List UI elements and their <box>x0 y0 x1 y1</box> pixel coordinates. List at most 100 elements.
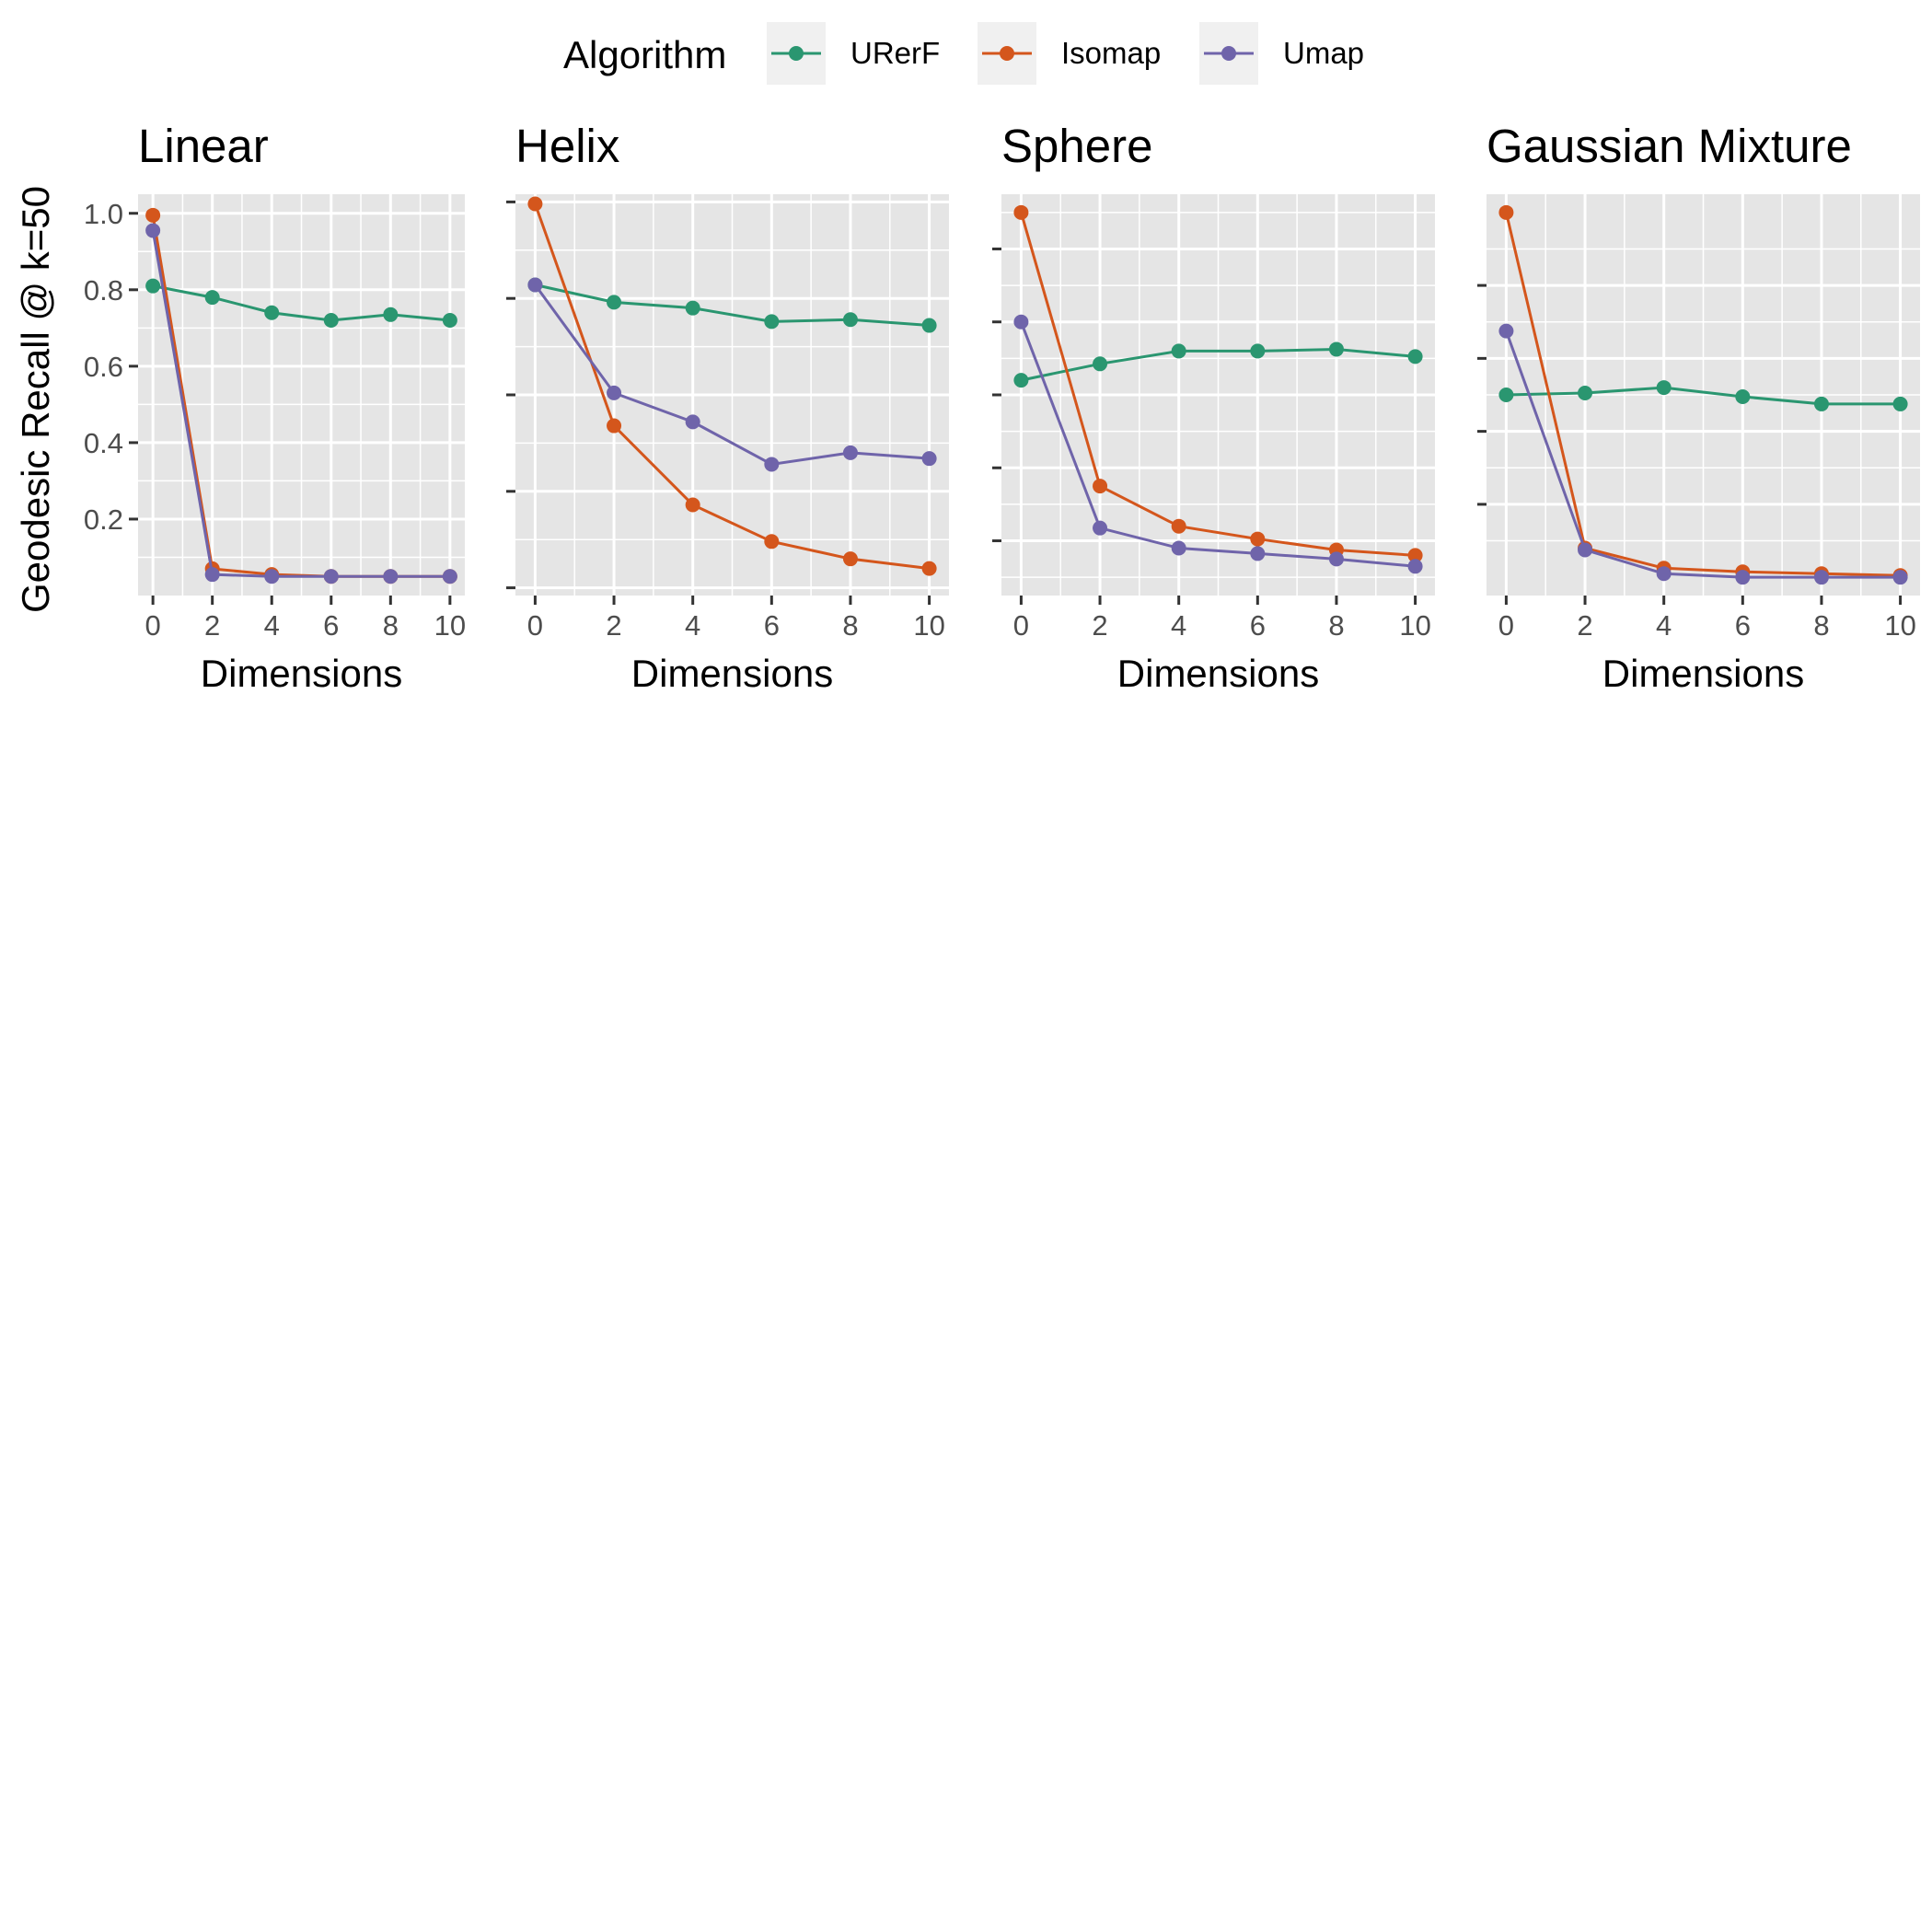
x-tick-label: 10 <box>1399 609 1430 642</box>
data-point <box>1328 551 1344 567</box>
x-tick-label: 0 <box>1013 609 1029 642</box>
data-point <box>764 457 780 472</box>
data-point <box>1013 373 1029 388</box>
data-point <box>1250 546 1266 561</box>
series-line <box>535 283 930 328</box>
data-point <box>1498 388 1514 402</box>
series-line <box>1020 321 1416 568</box>
panel-linear: 0.2 0.4 0.6 0.8 1.0 0 2 4 6 8 10 Linear Dimensions <box>84 120 466 695</box>
x-axis-label: Dimensions <box>631 652 833 695</box>
legend-label: Isomap <box>1061 36 1161 70</box>
x-tick-label: 10 <box>913 609 944 642</box>
data-point <box>1013 204 1029 220</box>
data-point <box>1250 531 1266 547</box>
data-point <box>1735 570 1751 585</box>
data-point <box>1093 356 1108 372</box>
data-point <box>1813 396 1829 411</box>
x-tick-label: 2 <box>1092 609 1107 642</box>
legend-item-isomap: Isomap <box>978 22 1161 85</box>
data-point <box>1250 343 1266 359</box>
legend: Algorithm URerF Isomap Umap <box>563 22 1364 85</box>
data-point <box>442 569 457 584</box>
data-point <box>1735 388 1751 404</box>
series-line <box>534 283 930 467</box>
data-point <box>1407 548 1423 563</box>
data-point <box>1656 566 1672 582</box>
panel-title: Helix <box>515 120 619 172</box>
series-line <box>1021 347 1416 382</box>
data-point <box>527 277 543 293</box>
data-point <box>842 551 858 567</box>
x-tick-label: 4 <box>1656 609 1672 642</box>
series-line <box>1019 212 1416 557</box>
series-umap <box>1498 323 1908 585</box>
data-point <box>527 196 543 212</box>
x-axis-label: Dimensions <box>201 652 402 695</box>
legend-key-point <box>1221 46 1236 61</box>
x-tick-label: 8 <box>1813 609 1829 642</box>
x-tick-label: 4 <box>1171 609 1186 642</box>
data-point <box>1407 559 1423 574</box>
data-point <box>145 207 161 223</box>
x-tick-label: 6 <box>1735 609 1751 642</box>
series-umap <box>145 223 457 584</box>
x-tick-label: 10 <box>434 609 466 642</box>
panel-gaussian-mixture: 0 2 4 6 8 10 Gaussian Mixture Dimensions <box>1477 120 1920 695</box>
legend-label: Umap <box>1283 36 1364 70</box>
data-point <box>607 295 622 310</box>
y-axis-label: Geodesic Recall @ k=50 <box>14 186 57 613</box>
panel-helix: 0 2 4 6 8 10 Helix Dimensions <box>506 120 949 695</box>
data-point <box>204 567 220 583</box>
legend-title: Algorithm <box>563 33 726 76</box>
data-point <box>1171 540 1186 556</box>
data-point <box>145 223 161 238</box>
data-point <box>607 385 622 400</box>
data-point <box>1171 518 1186 534</box>
data-point <box>1578 386 1593 401</box>
series-line <box>1504 330 1901 579</box>
series-line <box>151 230 450 578</box>
x-tick-label: 4 <box>685 609 700 642</box>
x-tick-label: 6 <box>764 609 780 642</box>
x-tick-label: 2 <box>1577 609 1592 642</box>
data-point <box>842 445 858 460</box>
x-axis-label: Dimensions <box>1602 652 1804 695</box>
x-tick-label: 4 <box>264 609 280 642</box>
data-point <box>921 451 937 467</box>
series-umap <box>1013 314 1423 574</box>
y-tick-label: 0.6 <box>84 351 123 383</box>
y-tick-label: 0.4 <box>84 427 123 459</box>
data-point <box>685 300 700 316</box>
x-tick-label: 0 <box>527 609 543 642</box>
series-line <box>1504 212 1901 577</box>
data-point <box>1578 542 1593 558</box>
data-point <box>1498 204 1514 220</box>
data-point <box>264 569 280 584</box>
x-tick-label: 2 <box>204 609 220 642</box>
data-point <box>1093 479 1108 494</box>
series-umap <box>527 277 937 472</box>
data-point <box>442 313 457 329</box>
data-point <box>1171 343 1186 359</box>
data-point <box>1892 570 1908 585</box>
legend-item-umap: Umap <box>1199 22 1364 85</box>
data-point <box>921 561 937 576</box>
data-point <box>921 318 937 333</box>
data-point <box>1013 314 1029 330</box>
x-tick-label: 10 <box>1884 609 1915 642</box>
data-point <box>323 569 339 584</box>
x-tick-label: 0 <box>145 609 161 642</box>
y-tick-label: 0.2 <box>84 503 123 536</box>
legend-key-point <box>1000 46 1014 61</box>
x-tick-label: 8 <box>383 609 399 642</box>
x-tick-label: 2 <box>606 609 621 642</box>
panel-sphere: 0 2 4 6 8 10 Sphere Dimensions <box>992 120 1435 695</box>
y-tick-label: 1.0 <box>84 198 123 230</box>
x-tick-label: 8 <box>1328 609 1344 642</box>
data-point <box>1892 396 1908 411</box>
legend-item-urerf: URerF <box>767 22 940 85</box>
data-point <box>1328 341 1344 357</box>
data-point <box>145 278 161 294</box>
data-point <box>764 314 780 330</box>
